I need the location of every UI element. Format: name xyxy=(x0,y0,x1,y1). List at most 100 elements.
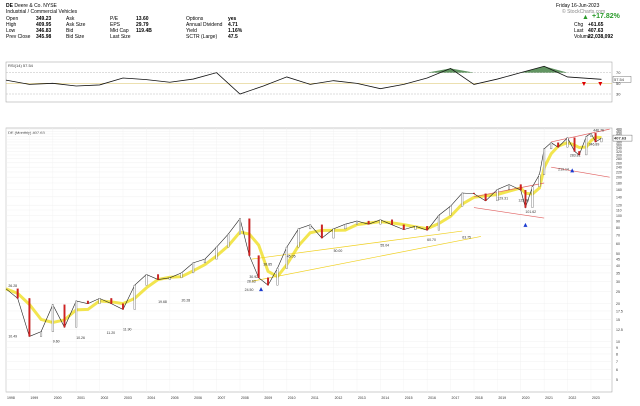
x-tick-label: 2015 xyxy=(405,396,413,400)
lower-channel-2021 xyxy=(551,166,610,178)
quote-label: Chg xyxy=(574,22,584,28)
rsi-title: RSI(14) 57.54 xyxy=(8,63,34,68)
price-bar xyxy=(594,133,597,143)
quote-row: Annual Dividend 4.71 xyxy=(186,22,248,28)
quote-row: Low 346.83 xyxy=(6,28,62,34)
price-tick-label: 100 xyxy=(616,214,622,218)
quote-row: High 409.95 xyxy=(6,22,62,28)
quote-label: Last xyxy=(574,28,584,34)
quote-row: Last 407.63 xyxy=(574,28,628,34)
quote-value xyxy=(92,34,106,40)
rsi-red-arrow xyxy=(581,82,586,86)
quote-row: Last Size xyxy=(110,34,170,40)
price-tick-label: 240 xyxy=(616,166,622,170)
blue-arrow-marker xyxy=(570,168,575,173)
x-tick-label: 2023 xyxy=(592,396,600,400)
price-bar xyxy=(122,303,124,310)
price-annotation: 11.20 xyxy=(107,331,116,335)
price-annotation: 11.90 xyxy=(123,328,132,332)
price-bar xyxy=(484,193,487,202)
quote-label: Yield xyxy=(186,28,197,34)
quote-label: Annual Dividend xyxy=(186,22,223,28)
x-tick-label: 2000 xyxy=(54,396,62,400)
price-tick-label: 480 xyxy=(616,128,622,132)
price-annotation: 50.00 xyxy=(334,249,343,253)
price-tick-label: 80 xyxy=(616,226,620,230)
quote-value: 29.79 xyxy=(136,22,149,28)
quote-label: Options xyxy=(186,16,204,22)
price-bar xyxy=(449,206,452,216)
quote-label: P/E xyxy=(110,16,119,22)
price-annotation: 101.62 xyxy=(525,210,536,214)
price-title: DE (Monthly) 407.63 xyxy=(8,130,45,135)
price-tick-label: 8 xyxy=(616,352,618,356)
x-tick-label: 2009 xyxy=(264,396,272,400)
quote-value: 346.83 xyxy=(36,28,52,34)
quote-label: EPS xyxy=(110,22,121,28)
quote-value: 4.71 xyxy=(228,22,238,28)
watermark: © StockCharts.com xyxy=(562,9,606,15)
price-annotation: 60.70 xyxy=(427,238,436,242)
quote-row: EPS 29.79 xyxy=(110,22,170,28)
upper-channel-2021 xyxy=(551,128,610,143)
quote-row: Chg +61.65 xyxy=(574,22,628,28)
price-bar xyxy=(524,189,527,208)
quote-label: Volume xyxy=(574,34,591,40)
x-tick-label: 2014 xyxy=(381,396,389,400)
price-bar xyxy=(239,218,241,235)
rsi-red-arrow xyxy=(598,82,603,86)
x-tick-label: 2002 xyxy=(101,396,109,400)
x-tick-label: 2019 xyxy=(498,396,506,400)
quote-label: Open xyxy=(6,16,19,22)
up-arrow-icon: ▲ xyxy=(582,14,589,21)
price-tick-label: 160 xyxy=(616,188,622,192)
price-tick-label: 300 xyxy=(616,153,622,157)
price-tick-label: 15 xyxy=(616,318,620,322)
price-bar xyxy=(496,189,499,202)
rsi-tick-label: 70 xyxy=(616,70,621,75)
price-tick-label: 6 xyxy=(616,368,618,372)
rsi-overbought-fill xyxy=(427,66,568,73)
price-tick-label: 12.5 xyxy=(616,328,623,332)
price-last-value: 407.63 xyxy=(614,136,627,141)
price-annotation: 219.14 xyxy=(558,168,569,172)
quote-row: Ask Size xyxy=(66,22,106,28)
price-annotation: 20.28 xyxy=(181,298,190,302)
price-bar xyxy=(248,218,251,256)
company-name: Deere & Co. NYSE xyxy=(14,3,57,9)
quote-row: Prev Close 345.98 xyxy=(6,34,62,40)
price-annotation: 30.92 xyxy=(249,275,258,279)
price-bar xyxy=(98,298,101,304)
quote-table-left: Open 349.23 High 409.95 Low 346.83 Prev Close 3… xyxy=(6,16,62,40)
price-bar xyxy=(215,246,218,260)
quote-label: Prev Close xyxy=(6,34,31,40)
x-tick-label: 2008 xyxy=(241,396,249,400)
quote-row: Open 349.23 xyxy=(6,16,62,22)
price-bar xyxy=(51,304,54,332)
price-bar xyxy=(519,184,522,191)
quote-row: P/E 13.60 xyxy=(110,16,170,22)
price-bar xyxy=(192,262,195,274)
quote-value: 409.95 xyxy=(36,22,52,28)
x-tick-label: 2017 xyxy=(452,396,460,400)
lower-channel-2008 xyxy=(251,236,482,282)
quote-value: 47.5 xyxy=(228,34,238,40)
price-bar xyxy=(257,255,260,278)
price-bar xyxy=(110,298,113,304)
price-bar xyxy=(276,268,279,286)
symbol: DE xyxy=(6,3,13,9)
price-annotation: 28.63 xyxy=(247,279,256,283)
quote-row: SCTR (Large) 47.5 xyxy=(186,34,248,40)
price-tick-label: 280 xyxy=(616,157,622,161)
quote-value: +61.65 xyxy=(588,22,604,28)
price-bar xyxy=(168,277,171,280)
quote-value: 22,038,092 xyxy=(588,34,614,40)
price-bar xyxy=(16,288,19,299)
price-tick-label: 380 xyxy=(616,140,622,144)
x-tick-label: 2001 xyxy=(77,396,85,400)
price-bar xyxy=(508,184,511,190)
x-tick-label: 2022 xyxy=(569,396,577,400)
price-bar xyxy=(589,133,592,137)
quote-value: 407.63 xyxy=(588,28,604,34)
price-bar xyxy=(566,137,569,148)
